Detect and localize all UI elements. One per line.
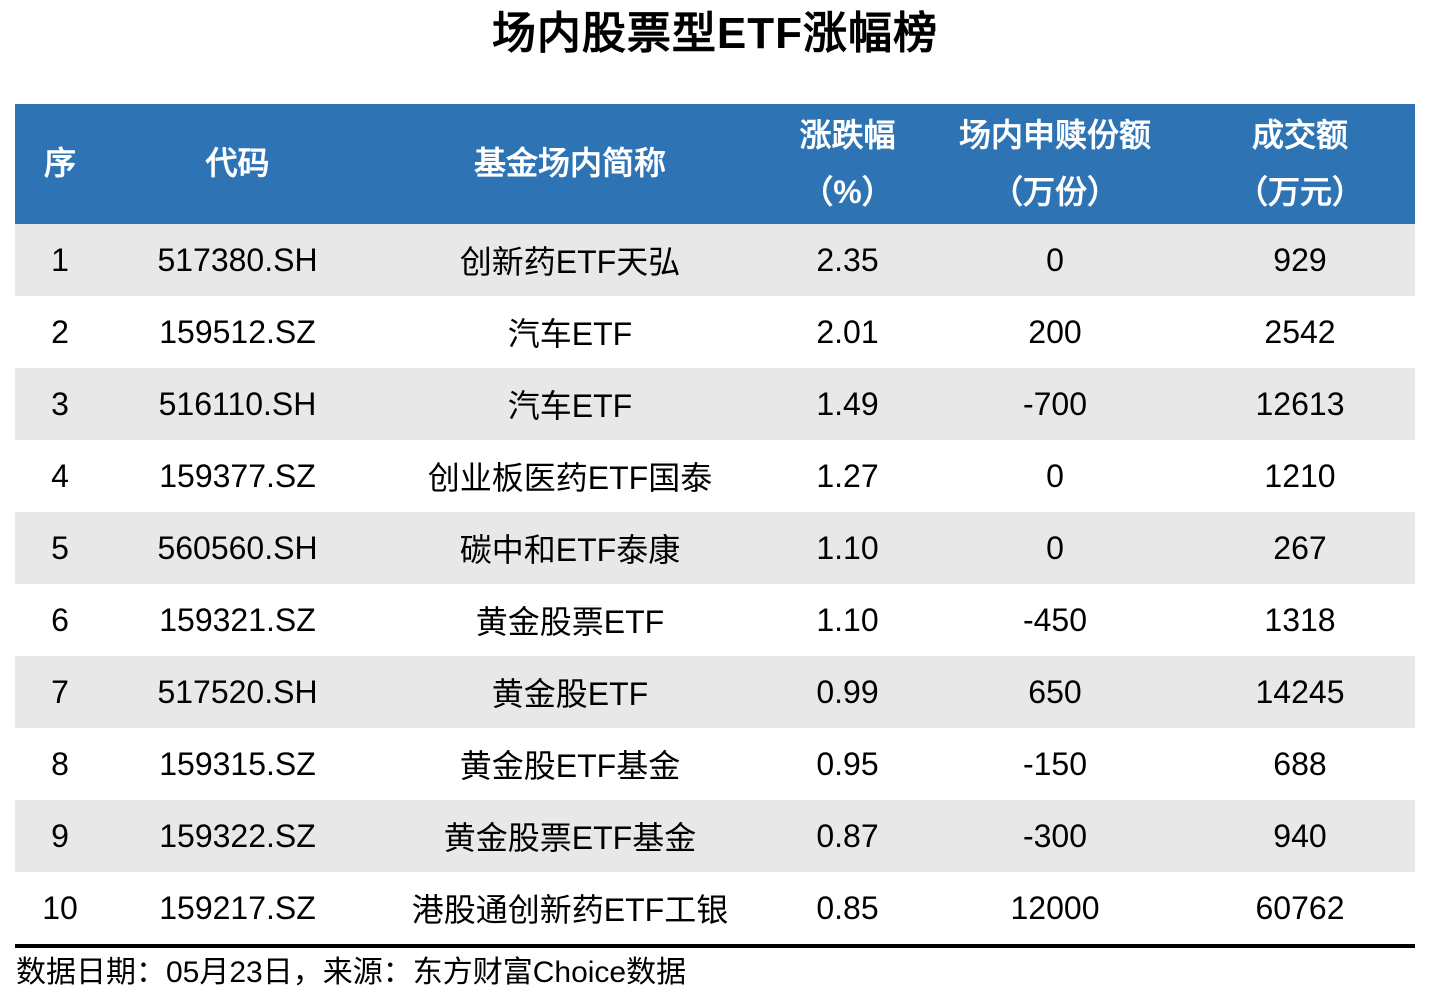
redemption-shares-cell: -150 [1022, 745, 1088, 782]
fund-name-cell: 港股通创新药ETF工银 [411, 892, 729, 928]
change-pct-cell: 1.10 [816, 529, 879, 566]
rank-cell: 5 [51, 529, 69, 566]
table-row: 6 159321.SZ 黄金股票ETF 1.10 -450 1318 [15, 584, 1415, 656]
header-unit: （%） [801, 174, 894, 210]
rank-cell: 2 [51, 313, 69, 350]
turnover-cell: 14245 [1255, 673, 1345, 710]
table-row: 1 517380.SH 创新药ETF天弘 2.35 0 929 [15, 224, 1415, 296]
code-cell: 517380.SH [157, 241, 318, 278]
code-cell: 159377.SZ [159, 457, 316, 494]
table-body: 1 517380.SH 创新药ETF天弘 2.35 0 929 2 159512… [15, 224, 1415, 944]
redemption-shares-cell: 200 [1028, 313, 1082, 350]
code-cell: 159512.SZ [159, 313, 316, 350]
turnover-cell: 940 [1273, 817, 1327, 854]
redemption-shares-cell: 650 [1028, 673, 1082, 710]
turnover-cell: 60762 [1255, 889, 1345, 926]
change-pct-cell: 1.10 [816, 601, 879, 638]
header-code: 代码 [105, 104, 370, 224]
change-pct-cell: 0.87 [816, 817, 879, 854]
code-cell: 159315.SZ [159, 745, 316, 782]
fund-name-cell: 汽车ETF [507, 388, 633, 424]
table-row: 4 159377.SZ 创业板医药ETF国泰 1.27 0 1210 [15, 440, 1415, 512]
header-turnover: 成交额 （万元） [1185, 104, 1415, 224]
rank-cell: 7 [51, 673, 69, 710]
footer-divider-line [15, 944, 1415, 948]
change-pct-cell: 0.95 [816, 745, 879, 782]
redemption-shares-cell: 0 [1046, 241, 1064, 278]
rank-cell: 1 [51, 241, 69, 278]
fund-name-cell: 碳中和ETF泰康 [459, 532, 681, 568]
rank-cell: 3 [51, 385, 69, 422]
rank-cell: 10 [42, 889, 78, 926]
etf-gain-table: 序 代码 基金场内简称 涨跌幅 （%） 场内申赎份额 （万份） 成交额 （万元） [15, 104, 1415, 944]
fund-name-cell: 黄金股票ETF基金 [443, 820, 697, 856]
turnover-cell: 267 [1273, 529, 1327, 566]
code-cell: 159321.SZ [159, 601, 316, 638]
code-cell: 560560.SH [157, 529, 318, 566]
fund-name-cell: 黄金股ETF基金 [459, 748, 681, 784]
fund-name-cell: 创新药ETF天弘 [459, 244, 681, 280]
header-label: 成交额 [1251, 116, 1348, 153]
turnover-cell: 12613 [1255, 385, 1345, 422]
header-label: 场内申赎份额 [958, 116, 1151, 153]
fund-name-cell: 黄金股ETF [491, 676, 649, 712]
table-row: 5 560560.SH 碳中和ETF泰康 1.10 0 267 [15, 512, 1415, 584]
turnover-cell: 1210 [1264, 457, 1336, 494]
header-fund-name: 基金场内简称 [370, 104, 770, 224]
change-pct-cell: 1.27 [816, 457, 879, 494]
data-source-note: 数据日期：05月23日，来源：东方财富Choice数据 [16, 956, 687, 989]
header-label: 序 [43, 145, 76, 182]
change-pct-cell: 0.85 [816, 889, 879, 926]
change-pct-cell: 0.99 [816, 673, 879, 710]
header-label: 代码 [205, 145, 270, 182]
code-cell: 517520.SH [157, 673, 318, 710]
code-cell: 159217.SZ [159, 889, 316, 926]
header-redemption-shares: 场内申赎份额 （万份） [925, 104, 1185, 224]
header-change-pct: 涨跌幅 （%） [770, 104, 925, 224]
header-label: 基金场内简称 [473, 145, 666, 182]
table-row: 7 517520.SH 黄金股ETF 0.99 650 14245 [15, 656, 1415, 728]
header-label: 涨跌幅 [799, 116, 896, 153]
turnover-cell: 1318 [1264, 601, 1336, 638]
redemption-shares-cell: -300 [1022, 817, 1088, 854]
page-title: 场内股票型ETF涨幅榜 [491, 9, 939, 58]
redemption-shares-cell: 0 [1046, 529, 1064, 566]
header-unit: （万份） [990, 174, 1119, 210]
redemption-shares-cell: 12000 [1010, 889, 1100, 926]
turnover-cell: 688 [1273, 745, 1327, 782]
change-pct-cell: 1.49 [816, 385, 879, 422]
change-pct-cell: 2.01 [816, 313, 879, 350]
table-header-row: 序 代码 基金场内简称 涨跌幅 （%） 场内申赎份额 （万份） 成交额 （万元） [15, 104, 1415, 224]
rank-cell: 8 [51, 745, 69, 782]
redemption-shares-cell: -700 [1022, 385, 1088, 422]
code-cell: 159322.SZ [159, 817, 316, 854]
rank-cell: 6 [51, 601, 69, 638]
turnover-cell: 2542 [1264, 313, 1336, 350]
redemption-shares-cell: 0 [1046, 457, 1064, 494]
turnover-cell: 929 [1273, 241, 1327, 278]
table-row: 8 159315.SZ 黄金股ETF基金 0.95 -150 688 [15, 728, 1415, 800]
header-rank: 序 [15, 104, 105, 224]
fund-name-cell: 创业板医药ETF国泰 [427, 460, 713, 496]
rank-cell: 4 [51, 457, 69, 494]
header-unit: （万元） [1235, 174, 1364, 210]
table-row: 2 159512.SZ 汽车ETF 2.01 200 2542 [15, 296, 1415, 368]
rank-cell: 9 [51, 817, 69, 854]
redemption-shares-cell: -450 [1022, 601, 1088, 638]
change-pct-cell: 2.35 [816, 241, 879, 278]
fund-name-cell: 黄金股票ETF [475, 604, 665, 640]
table-row: 9 159322.SZ 黄金股票ETF基金 0.87 -300 940 [15, 800, 1415, 872]
table-row: 3 516110.SH 汽车ETF 1.49 -700 12613 [15, 368, 1415, 440]
fund-name-cell: 汽车ETF [507, 316, 633, 352]
code-cell: 516110.SH [158, 385, 317, 422]
table-row: 10 159217.SZ 港股通创新药ETF工银 0.85 12000 6076… [15, 872, 1415, 944]
